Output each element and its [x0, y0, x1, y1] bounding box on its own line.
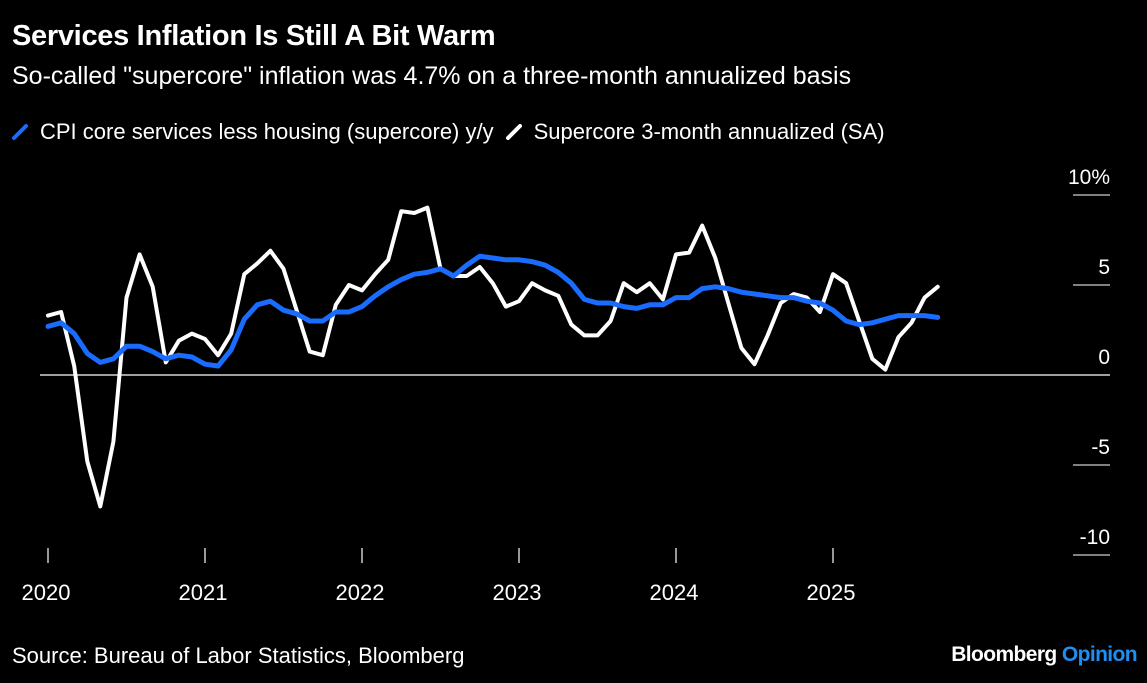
- brand-logo: Bloomberg Opinion: [951, 643, 1137, 667]
- legend-label-supercore-yy: CPI core services less housing (supercor…: [40, 119, 494, 144]
- x-tick-label: 2023: [493, 580, 542, 605]
- y-tick-label: -10: [1080, 526, 1110, 549]
- x-tick-label: 2025: [807, 580, 856, 605]
- legend: CPI core services less housing (supercor…: [12, 119, 897, 145]
- legend-swatch-supercore-3m: [505, 124, 522, 140]
- legend-swatch-supercore-yy: [12, 124, 28, 140]
- chart-title: Services Inflation Is Still A Bit Warm: [12, 20, 496, 52]
- y-tick-label: -5: [1091, 436, 1110, 459]
- chart-subtitle: So-called "supercore" inflation was 4.7%…: [12, 62, 852, 90]
- y-tick-label: 0: [1098, 346, 1110, 369]
- legend-label-supercore-3m: Supercore 3-month annualized (SA): [533, 119, 885, 144]
- x-tick-label: 2021: [179, 580, 228, 605]
- x-tick-label: 2024: [650, 580, 699, 605]
- x-tick-label: 2022: [336, 580, 385, 605]
- y-tick-label: 10%: [1068, 166, 1110, 189]
- y-tick-label: 5: [1098, 256, 1110, 279]
- x-tick-label: 2020: [22, 580, 71, 605]
- line-supercore-yy: [45, 253, 941, 369]
- source-note: Source: Bureau of Labor Statistics, Bloo…: [12, 643, 465, 668]
- legend-item-supercore-3m: Supercore 3-month annualized (SA): [505, 119, 885, 145]
- brand-main: Bloomberg: [951, 643, 1057, 666]
- legend-item-supercore-yy: CPI core services less housing (supercor…: [12, 119, 494, 145]
- brand-accent: Opinion: [1061, 643, 1138, 666]
